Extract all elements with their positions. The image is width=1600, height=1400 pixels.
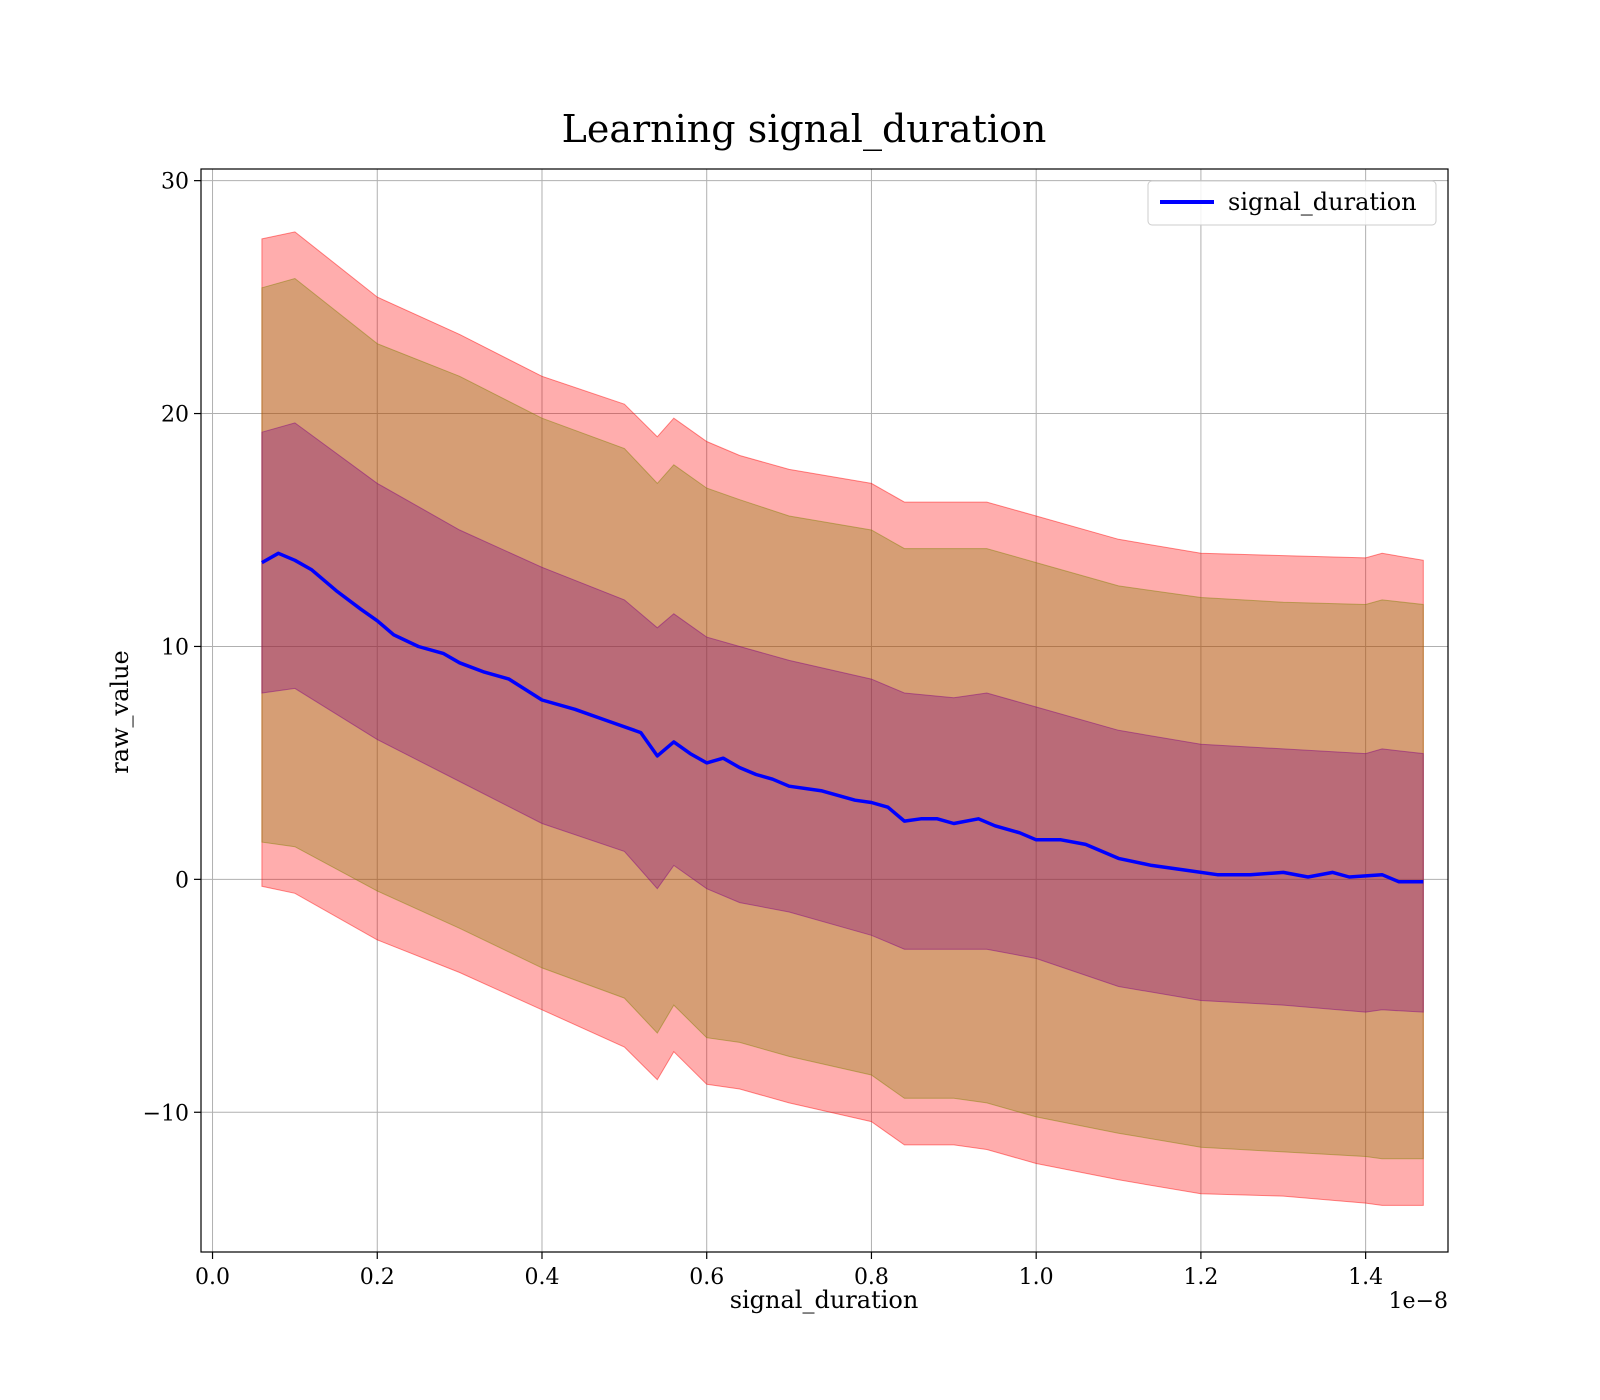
series-lines — [261, 551, 1424, 884]
x-tick-label: 0.0 — [195, 1265, 230, 1290]
y-axis-label: raw_value — [106, 650, 134, 774]
x-tick-label: 1.4 — [1348, 1265, 1383, 1290]
confidence-bands — [261, 231, 1424, 1206]
legend-box — [1147, 180, 1437, 226]
x-tick-label: 0.4 — [524, 1265, 559, 1290]
y-axis-ticks: −10 0 10 20 30 — [143, 170, 201, 1126]
x-tick-label: 0.2 — [360, 1265, 395, 1290]
chart-title: Learning signal_duration — [562, 107, 1047, 152]
series-line-0 — [261, 551, 1424, 884]
y-tick-label: −10 — [143, 1101, 189, 1126]
legend-label: signal_duration — [1228, 188, 1417, 216]
y-tick-label: 0 — [175, 868, 189, 893]
y-tick-label: 10 — [161, 635, 189, 660]
x-tick-label: 1.2 — [1183, 1265, 1218, 1290]
band-1 — [261, 277, 1424, 1160]
y-tick-label: 30 — [161, 170, 189, 195]
y-tick-label: 20 — [161, 403, 189, 428]
legend: signal_duration — [1147, 180, 1437, 226]
x-tick-label: 1.0 — [1019, 1265, 1054, 1290]
x-tick-label: 0.6 — [689, 1265, 724, 1290]
plot-frame — [200, 168, 1449, 1253]
x-offset-label: 1e−8 — [1389, 1289, 1448, 1314]
band-0 — [261, 231, 1424, 1206]
band-2 — [261, 422, 1424, 1013]
x-axis-label: signal_duration — [730, 1286, 919, 1314]
x-tick-label: 0.8 — [854, 1265, 889, 1290]
x-axis-ticks: 0.0 0.2 0.4 0.6 0.8 1.0 1.2 1.4 — [195, 1252, 1383, 1290]
